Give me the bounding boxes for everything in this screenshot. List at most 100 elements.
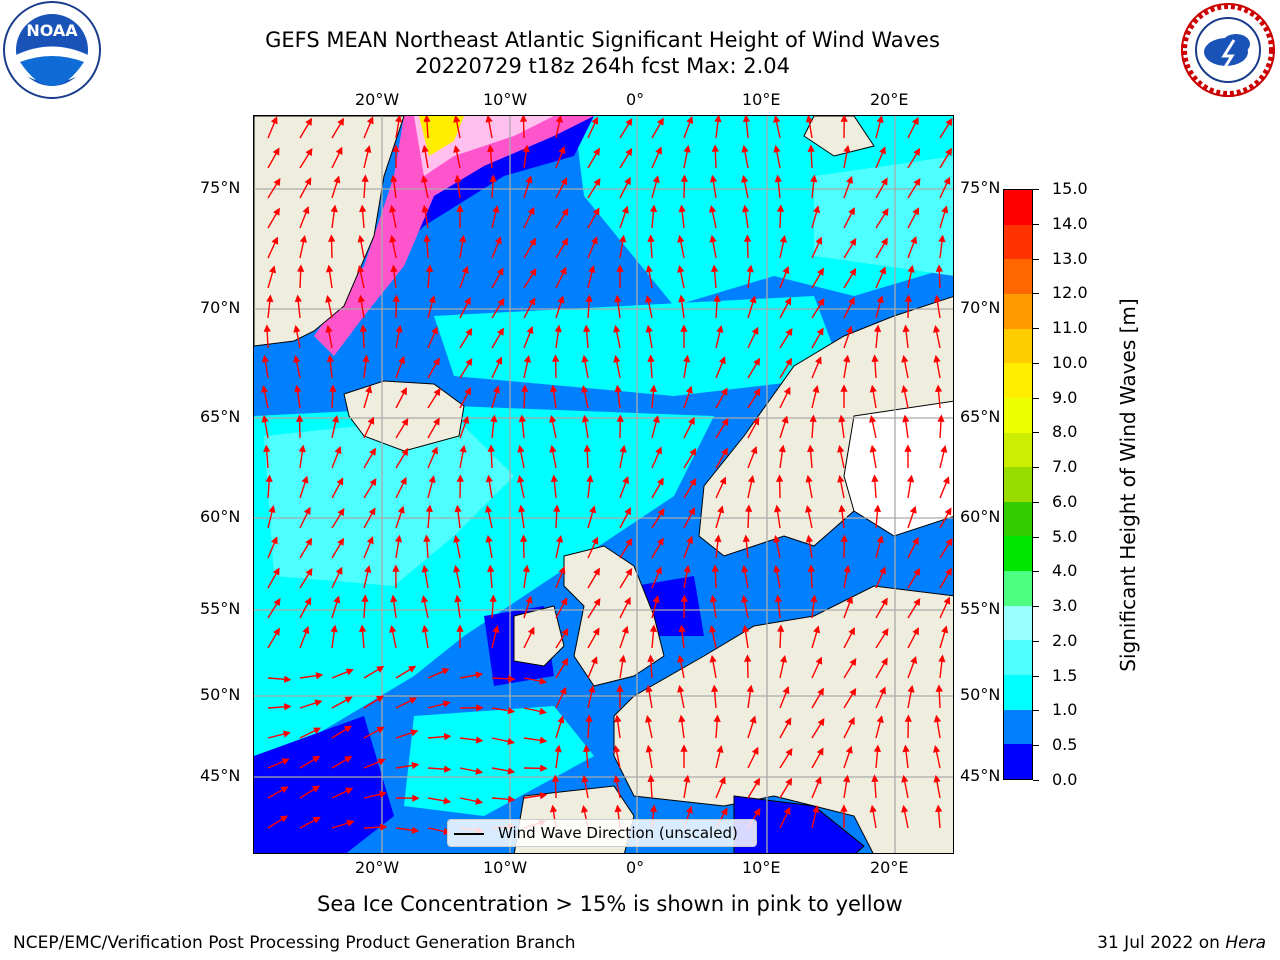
wind-wave-arrowhead <box>934 384 943 393</box>
wind-wave-arrowhead <box>812 805 820 813</box>
wind-wave-arrowhead <box>421 174 429 183</box>
wind-wave-arrowhead <box>410 729 419 737</box>
colorbar-segment <box>1004 639 1032 676</box>
wind-wave-arrowhead <box>261 354 269 363</box>
wind-wave-arrowhead <box>783 806 791 815</box>
wind-wave-arrowhead <box>344 756 353 763</box>
wind-wave-arrowhead <box>495 356 503 365</box>
wind-wave-arrowhead <box>711 684 719 693</box>
wind-wave-arrowhead <box>507 737 516 745</box>
lat-tick-right-75n: 75°N <box>960 178 1001 197</box>
wind-wave-arrowhead <box>401 447 409 456</box>
colorbar-tick-label: 5.0 <box>1052 526 1078 546</box>
colorbar-tick-label: 1.0 <box>1052 700 1078 720</box>
wind-wave-arrowhead <box>263 444 271 453</box>
wind-wave-arrowhead <box>555 116 563 123</box>
wind-wave-arrowhead <box>873 744 882 753</box>
wind-wave-arrowhead <box>817 267 824 276</box>
wind-wave-arrowhead <box>624 507 631 516</box>
wind-wave-arrowhead <box>298 444 306 453</box>
colorbar-tick-label: 3.0 <box>1052 596 1078 616</box>
colorbar-tick-label: 12.0 <box>1052 283 1088 303</box>
wind-wave-arrowhead <box>369 447 376 456</box>
wind-wave-arrowhead <box>933 294 942 303</box>
colorbar-segment <box>1004 189 1032 225</box>
wind-wave-arrowhead <box>585 294 593 302</box>
wind-wave-arrowhead <box>881 627 889 637</box>
footer-date-text: 31 Jul 2022 on <box>1097 933 1226 953</box>
wind-wave-arrowhead <box>849 237 857 246</box>
wind-wave-arrowhead <box>379 790 387 798</box>
lon-tick-bottom-10w: 10°W <box>483 858 528 877</box>
wind-wave-arrowhead <box>649 624 658 633</box>
wind-wave-arrowhead <box>913 147 921 156</box>
wind-wave-arrowhead <box>901 354 909 363</box>
wind-wave-arrowhead <box>710 264 719 273</box>
colorbar-tick-mark <box>1033 223 1039 225</box>
colorbar-segment <box>1004 466 1032 502</box>
wind-wave-arrowhead <box>485 474 493 483</box>
wind-wave-arrowhead <box>539 707 548 715</box>
wind-wave-arrowhead <box>746 264 754 273</box>
colorbar-tick-mark <box>1033 606 1039 608</box>
wind-wave-arrowhead <box>621 205 629 214</box>
wind-wave-arrowhead <box>561 237 569 246</box>
wind-wave-arrowhead <box>678 294 686 303</box>
wind-wave-arrowhead <box>942 476 950 485</box>
footer-date: 31 Jul 2022 on Hera <box>1097 933 1266 953</box>
great-britain-land <box>563 545 665 687</box>
wind-wave-arrowhead <box>683 774 691 783</box>
wind-wave-arrowhead <box>411 761 420 770</box>
wind-wave-arrowhead <box>913 597 921 606</box>
wind-wave-arrowhead <box>945 567 952 576</box>
wind-wave-arrowhead <box>785 357 793 366</box>
wind-wave-arrowhead <box>840 384 848 392</box>
wind-wave-arrowhead <box>343 725 353 733</box>
wind-wave-arrowhead <box>314 699 323 707</box>
wind-wave-arrowhead <box>392 294 400 302</box>
wind-wave-arrowhead <box>837 444 845 453</box>
wind-wave-arrowhead <box>879 566 886 575</box>
wind-wave-arrowhead <box>521 384 529 392</box>
wind-wave-arrowhead <box>557 715 565 724</box>
wind-wave-arrowhead <box>345 787 354 795</box>
wind-wave-arrowhead <box>645 264 653 273</box>
wind-wave-arrowhead <box>809 414 817 422</box>
wind-wave-arrowhead <box>743 234 752 242</box>
wind-wave-arrowhead <box>713 714 721 722</box>
wind-wave-arrowhead <box>517 474 525 483</box>
lat-tick-right-45n: 45°N <box>960 766 1001 785</box>
wind-wave-arrowhead <box>686 116 694 124</box>
wind-wave-arrowhead <box>616 414 624 422</box>
wind-wave-arrowhead <box>880 237 888 246</box>
wind-wave-arrowhead <box>588 265 596 274</box>
wind-wave-arrowhead <box>497 327 504 336</box>
wind-wave-arrowhead <box>815 236 823 245</box>
wind-wave-direction-arrows <box>261 116 953 835</box>
lon-tick-bottom-0: 0° <box>626 858 645 877</box>
wind-wave-arrowhead <box>614 294 622 303</box>
colorbar-tick-mark <box>1033 501 1039 503</box>
lat-tick-left-45n: 45°N <box>200 766 241 785</box>
wind-wave-arrowhead <box>774 594 783 603</box>
wind-wave-arrowhead <box>838 414 846 423</box>
colorbar-tick-mark <box>1033 640 1039 642</box>
wind-wave-arrowhead <box>869 444 877 453</box>
wind-wave-arrowhead <box>656 477 664 486</box>
wind-wave-arrowhead <box>464 387 471 396</box>
wind-wave-arrowhead <box>432 417 440 426</box>
wind-wave-arrowhead <box>335 566 343 575</box>
wind-wave-arrowhead <box>558 566 566 575</box>
wind-wave-arrowhead <box>311 785 321 793</box>
wind-wave-arrowhead <box>475 736 484 744</box>
wind-wave-arrowhead <box>647 234 655 242</box>
ireland-land <box>513 605 565 667</box>
lon-tick-top-0: 0° <box>626 90 645 109</box>
wind-wave-arrowhead <box>494 236 502 245</box>
wind-wave-arrowhead <box>299 234 307 243</box>
wind-wave-arrowhead <box>747 474 755 483</box>
wind-wave-arrowhead <box>902 744 910 753</box>
wind-wave-arrowhead <box>421 144 429 153</box>
wind-wave-arrowhead <box>901 384 909 393</box>
wind-wave-arrowhead <box>357 294 366 303</box>
